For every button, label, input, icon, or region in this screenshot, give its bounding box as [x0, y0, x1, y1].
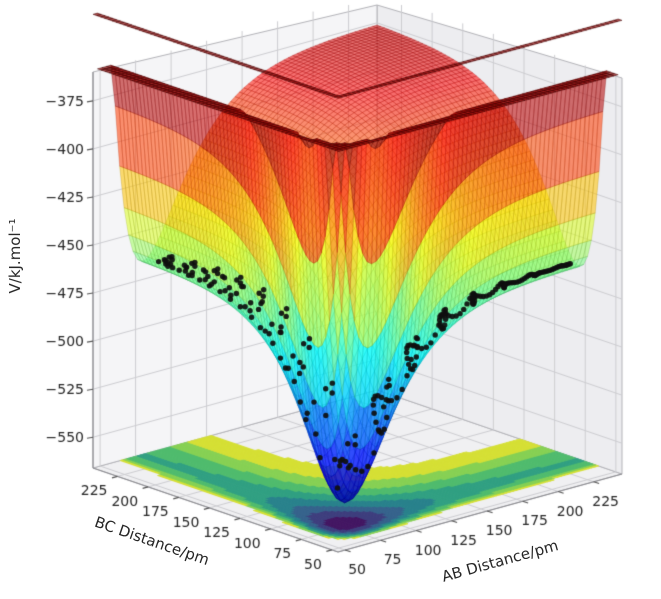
z-axis-label: V/kJ.mol⁻¹ [6, 218, 24, 294]
